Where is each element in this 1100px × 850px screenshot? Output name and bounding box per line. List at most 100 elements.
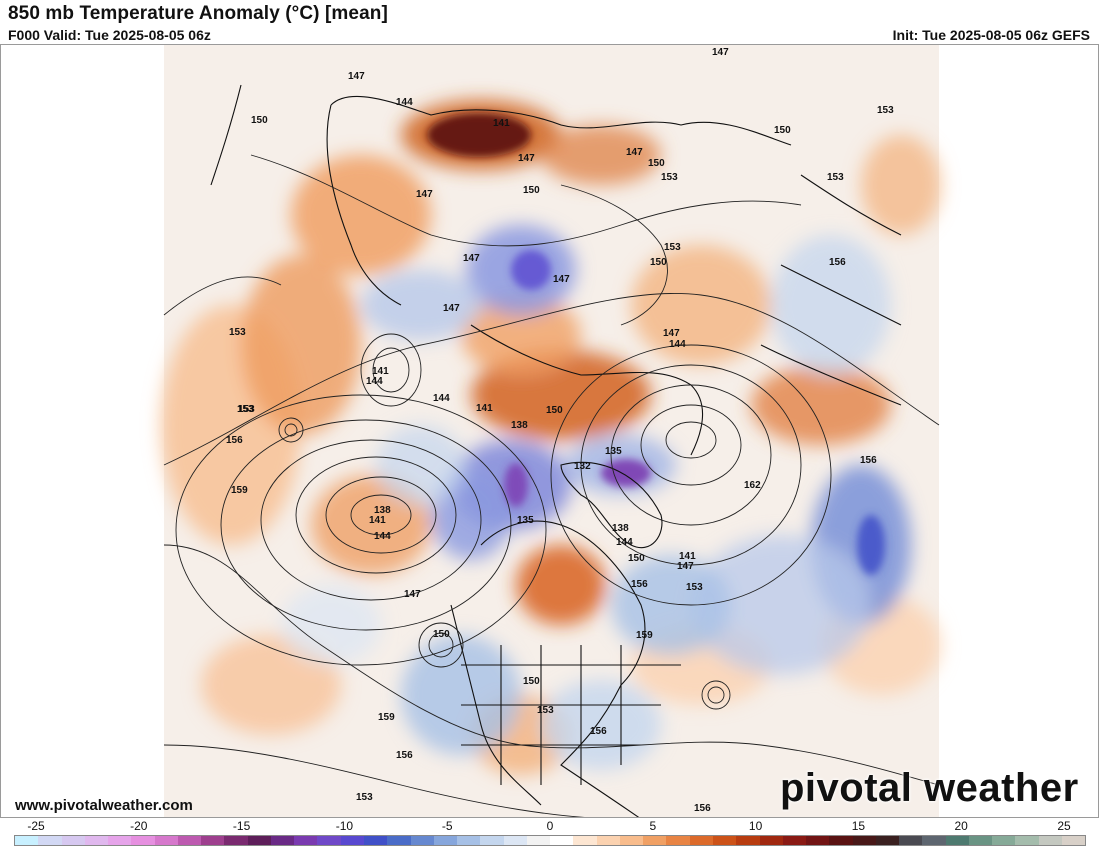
colorbar-swatch bbox=[689, 836, 713, 845]
contour-label: 153 bbox=[661, 172, 678, 183]
contour-label: 141 bbox=[476, 403, 493, 414]
colorbar-tick-label: -10 bbox=[335, 819, 354, 833]
contour-label: 156 bbox=[860, 455, 877, 466]
colorbar-swatch bbox=[38, 836, 62, 845]
anomaly-extremes bbox=[427, 113, 885, 575]
colorbar-swatch bbox=[759, 836, 783, 845]
contour-label: 156 bbox=[396, 750, 413, 761]
contour-label: 147 bbox=[626, 147, 643, 158]
colorbar-swatch bbox=[224, 836, 248, 845]
contour-label: 144 bbox=[366, 376, 383, 387]
contour-label: 159 bbox=[378, 712, 395, 723]
colorbar-swatch bbox=[457, 836, 481, 845]
colorbar-swatch bbox=[131, 836, 155, 845]
map-title: 850 mb Temperature Anomaly (°C) [mean] bbox=[8, 3, 388, 24]
colorbar-swatch bbox=[61, 836, 85, 845]
colorbar-swatch bbox=[829, 836, 853, 845]
contour-label: 153 bbox=[827, 172, 844, 183]
colorbar-swatch bbox=[154, 836, 178, 845]
colorbar-tick-label: 20 bbox=[954, 819, 968, 833]
contour-label: 147 bbox=[518, 153, 535, 164]
colorbar-swatch bbox=[1015, 836, 1039, 845]
colorbar-swatch bbox=[177, 836, 202, 845]
colorbar-swatch bbox=[922, 836, 946, 845]
colorbar-tick-label: 0 bbox=[546, 819, 554, 833]
contour-label: 150 bbox=[774, 125, 791, 136]
height-contours bbox=[163, 154, 940, 817]
colorbar-tick-label: -15 bbox=[232, 819, 251, 833]
colorbar-tick-label: 5 bbox=[649, 819, 657, 833]
contour-label: 156 bbox=[590, 726, 607, 737]
contour-label: 153 bbox=[237, 404, 254, 415]
colorbar-swatch bbox=[247, 836, 271, 845]
anomaly-shading bbox=[161, 100, 941, 775]
colorbar-swatch bbox=[270, 836, 295, 845]
colorbar-tick-label: 10 bbox=[748, 819, 763, 833]
colorbar-tick-label: -25 bbox=[27, 819, 45, 833]
contour-label: 153 bbox=[877, 105, 894, 116]
colorbar-swatch bbox=[503, 836, 527, 845]
contour-label: 150 bbox=[433, 629, 450, 640]
contour-label: 150 bbox=[650, 257, 667, 268]
map-panel[interactable]: 147 147 153 144 150 141 147 147 150 150 … bbox=[0, 44, 1099, 818]
colorbar-swatch bbox=[410, 836, 434, 845]
contour-labels: 147 147 153 144 150 141 147 147 150 150 … bbox=[226, 47, 894, 814]
colorbar-swatch bbox=[573, 836, 597, 845]
colorbar-swatch bbox=[968, 836, 993, 845]
contour-label: 153 bbox=[664, 242, 681, 253]
colorbar-swatch bbox=[317, 836, 341, 845]
anomaly-map[interactable]: 147 147 153 144 150 141 147 147 150 150 … bbox=[1, 45, 1099, 818]
colorbar-swatch bbox=[1038, 836, 1062, 845]
contour-label: 153 bbox=[686, 582, 703, 593]
contour-label: 153 bbox=[356, 792, 373, 803]
contour-label: 159 bbox=[231, 485, 248, 496]
colorbar-swatch bbox=[596, 836, 620, 845]
colorbar-swatch bbox=[108, 836, 132, 845]
colorbar-tick-label: 15 bbox=[851, 819, 866, 833]
contour-label: 147 bbox=[443, 303, 460, 314]
site-url[interactable]: www.pivotalweather.com bbox=[15, 797, 193, 814]
colorbar-swatch bbox=[1061, 836, 1086, 845]
colorbar-swatch bbox=[387, 836, 411, 845]
colorbar-swatch bbox=[643, 836, 667, 845]
contour-label: 147 bbox=[404, 589, 421, 600]
contour-label: 147 bbox=[348, 71, 365, 82]
contour-label: 138 bbox=[612, 523, 629, 534]
contour-label: 162 bbox=[744, 480, 761, 491]
contour-label: 150 bbox=[628, 553, 645, 564]
contour-label: 141 bbox=[679, 551, 696, 562]
contour-label: 138 bbox=[374, 505, 391, 516]
contour-label: 153 bbox=[537, 705, 554, 716]
colorbar-swatch bbox=[363, 836, 388, 845]
colorbar-tick-labels: -25 -20 -15 -10 -5 0 5 10 15 20 25 bbox=[14, 818, 1086, 833]
colorbar-swatch bbox=[15, 836, 39, 845]
contour-label: 156 bbox=[631, 579, 648, 590]
contour-label: 147 bbox=[553, 274, 570, 285]
colorbar-swatch bbox=[666, 836, 690, 845]
colorbar-swatch bbox=[736, 836, 760, 845]
colorbar-swatch bbox=[712, 836, 737, 845]
colorbar-tick-label: -20 bbox=[130, 819, 148, 833]
contour-label: 132 bbox=[574, 461, 591, 472]
colorbar-swatch bbox=[84, 836, 109, 845]
contour-label: 141 bbox=[369, 515, 386, 526]
contour-label: 144 bbox=[616, 537, 633, 548]
contour-label: 159 bbox=[636, 630, 653, 641]
contour-label: 150 bbox=[546, 405, 563, 416]
colorbar-swatch bbox=[945, 836, 969, 845]
contour-label: 150 bbox=[523, 185, 540, 196]
contour-label: 147 bbox=[416, 189, 433, 200]
colorbar-swatch bbox=[433, 836, 458, 845]
init-time-label: Init: Tue 2025-08-05 06z GEFS bbox=[892, 27, 1090, 43]
contour-label: 147 bbox=[663, 328, 680, 339]
contour-label: 141 bbox=[493, 118, 510, 129]
colorbar-swatch bbox=[294, 836, 318, 845]
contour-label: 135 bbox=[517, 515, 534, 526]
contour-label: 138 bbox=[511, 420, 528, 431]
contour-label: 153 bbox=[238, 404, 255, 415]
coastlines bbox=[210, 84, 902, 817]
contour-label: 147 bbox=[712, 47, 729, 58]
contour-label: 144 bbox=[669, 339, 686, 350]
colorbar-swatch bbox=[899, 836, 923, 845]
contour-label: 150 bbox=[251, 115, 268, 126]
